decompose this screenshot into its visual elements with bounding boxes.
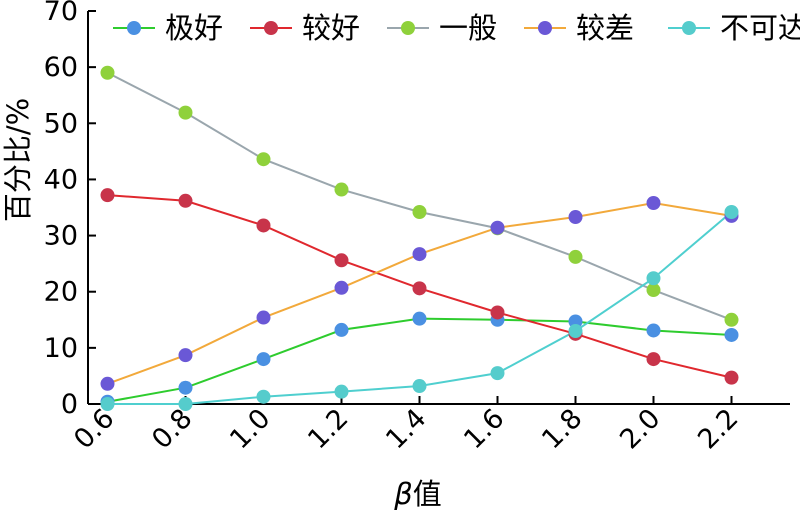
series-0-point-2 — [256, 352, 271, 367]
series-2-point-7 — [646, 283, 661, 298]
series-layer — [100, 65, 739, 411]
legend-label-1: 较好 — [302, 11, 360, 45]
series-2-point-6 — [568, 249, 583, 264]
series-0-point-3 — [334, 322, 349, 337]
series-1-point-3 — [334, 253, 349, 268]
series-4-point-3 — [334, 384, 349, 399]
series-3-point-4 — [412, 247, 427, 262]
series-4-point-0 — [100, 397, 115, 411]
y-tick-label-10: 10 — [44, 333, 78, 364]
legend-marker-2 — [401, 21, 415, 35]
series-1-point-7 — [646, 352, 661, 367]
series-0-point-4 — [412, 311, 427, 326]
y-tick-label-60: 60 — [44, 52, 78, 83]
x-axis-title-text: 值 — [413, 477, 442, 511]
series-4-point-2 — [256, 389, 271, 404]
y-axis-title: 百分比/% — [1, 98, 35, 222]
series-4-point-5 — [490, 366, 505, 381]
x-tick-label-8: 2.2 — [692, 403, 744, 455]
series-1-point-1 — [178, 193, 193, 208]
series-2-point-0 — [100, 65, 115, 80]
series-2-point-3 — [334, 182, 349, 197]
series-4-point-1 — [178, 397, 193, 411]
x-tick-label-6: 1.8 — [536, 403, 588, 455]
series-3-point-0 — [100, 376, 115, 391]
legend-marker-0 — [127, 21, 141, 35]
legend-marker-1 — [264, 21, 278, 35]
x-tick-label-1: 0.8 — [146, 403, 198, 455]
x-tick-label-2: 1.0 — [224, 403, 276, 455]
series-4-point-4 — [412, 379, 427, 394]
series-2-point-2 — [256, 152, 271, 167]
series-0-point-8 — [724, 327, 739, 342]
series-4-point-7 — [646, 271, 661, 286]
axes — [87, 11, 790, 405]
y-tick-label-0: 0 — [61, 389, 78, 420]
series-3-point-3 — [334, 280, 349, 295]
series-3-point-7 — [646, 196, 661, 211]
legend-label-4: 不可达 — [720, 11, 800, 45]
legend-marker-3 — [538, 21, 552, 35]
legend-label-3: 较差 — [576, 11, 634, 45]
y-tick-label-20: 20 — [44, 277, 78, 308]
y-tick-label-50: 50 — [44, 108, 78, 139]
y-tick-label-30: 30 — [44, 221, 78, 252]
legend: 极好 较好 一般 较差 不可达 — [113, 11, 800, 45]
x-tick-label-4: 1.4 — [380, 403, 432, 455]
legend-label-2: 一般 — [439, 11, 497, 45]
series-3-point-6 — [568, 210, 583, 225]
y-tick-label-70: 70 — [44, 0, 78, 27]
series-3-point-5 — [490, 220, 505, 235]
x-axis-title: β值 — [393, 477, 442, 511]
x-axis-title-symbol: β — [393, 477, 413, 511]
series-1-point-4 — [412, 281, 427, 296]
x-tick-label-7: 2.0 — [614, 403, 666, 455]
series-3-point-2 — [256, 310, 271, 325]
y-ticks: 0 10 20 30 40 50 60 70 — [44, 0, 96, 420]
series-0-point-7 — [646, 323, 661, 338]
series-1-point-8 — [724, 370, 739, 385]
series-1-point-2 — [256, 218, 271, 233]
legend-label-0: 极好 — [165, 11, 223, 45]
series-3-point-1 — [178, 348, 193, 363]
series-1-point-0 — [100, 188, 115, 203]
series-4-point-8 — [724, 204, 739, 219]
series-2-point-4 — [412, 204, 427, 219]
y-tick-label-40: 40 — [44, 164, 78, 195]
series-2-point-8 — [724, 312, 739, 327]
series-4-point-6 — [568, 324, 583, 339]
series-1-point-5 — [490, 305, 505, 320]
series-line-4 — [107, 211, 733, 405]
x-tick-label-5: 1.6 — [458, 403, 510, 455]
series-2-point-1 — [178, 105, 193, 120]
x-tick-label-3: 1.2 — [302, 403, 354, 455]
series-0-point-1 — [178, 380, 193, 395]
legend-marker-4 — [682, 21, 696, 35]
